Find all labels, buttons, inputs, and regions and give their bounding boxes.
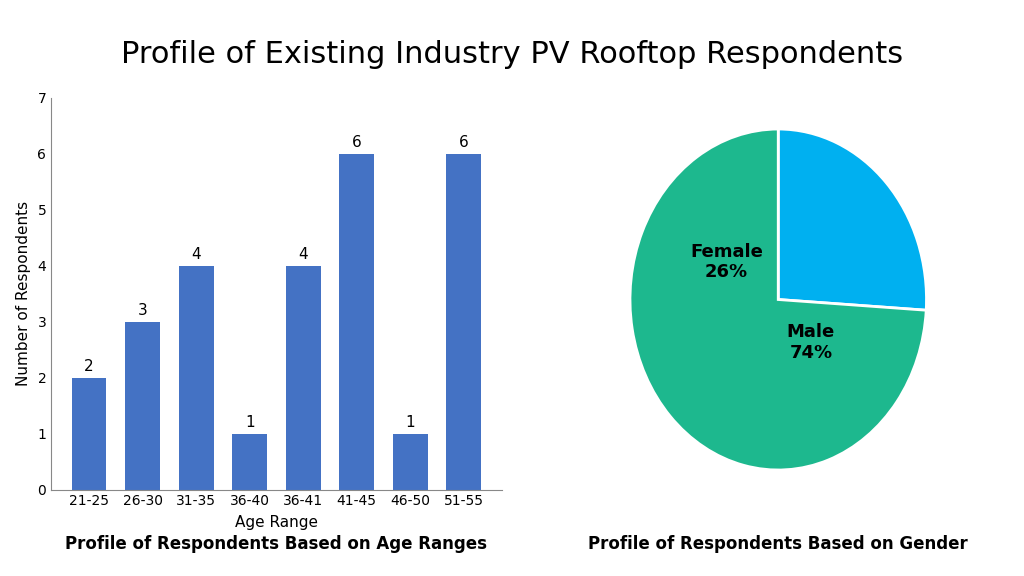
Wedge shape <box>630 129 926 470</box>
Text: Profile of Existing Industry PV Rooftop Respondents: Profile of Existing Industry PV Rooftop … <box>121 40 903 69</box>
Bar <box>179 266 214 490</box>
Text: Male
74%: Male 74% <box>786 323 835 362</box>
Bar <box>232 434 267 490</box>
Bar <box>339 154 374 490</box>
Bar <box>286 266 321 490</box>
Text: 1: 1 <box>245 415 255 430</box>
Text: 6: 6 <box>459 135 469 150</box>
Text: 2: 2 <box>84 359 94 374</box>
Text: 4: 4 <box>191 247 201 262</box>
Text: 4: 4 <box>298 247 308 262</box>
Bar <box>393 434 428 490</box>
Text: 1: 1 <box>406 415 415 430</box>
Bar <box>125 322 160 490</box>
X-axis label: Age Range: Age Range <box>234 516 318 530</box>
Y-axis label: Number of Respondents: Number of Respondents <box>15 201 31 386</box>
Wedge shape <box>778 129 927 310</box>
Bar <box>446 154 481 490</box>
Text: Female
26%: Female 26% <box>690 242 763 282</box>
Text: Profile of Respondents Based on Gender: Profile of Respondents Based on Gender <box>589 535 968 553</box>
Text: Profile of Respondents Based on Age Ranges: Profile of Respondents Based on Age Rang… <box>66 535 487 553</box>
Bar <box>72 378 106 490</box>
Text: 6: 6 <box>352 135 361 150</box>
Text: 3: 3 <box>138 303 147 318</box>
